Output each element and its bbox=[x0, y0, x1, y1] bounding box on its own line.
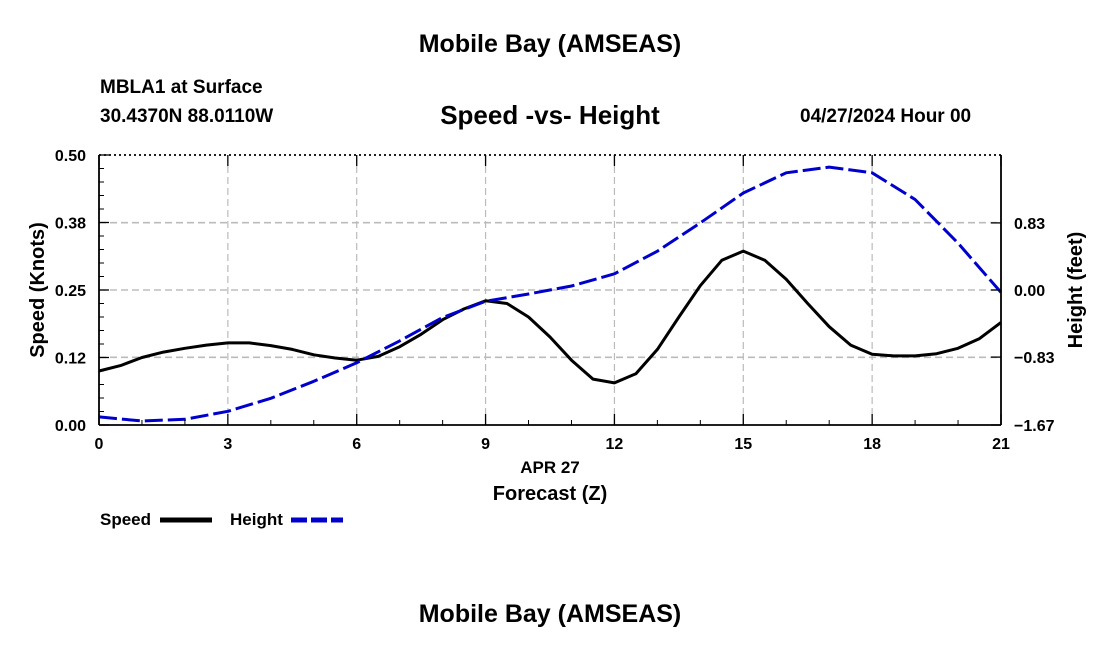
page-title: Mobile Bay (AMSEAS) bbox=[418, 30, 682, 58]
y2-tick-label-3: 0.83 bbox=[1014, 216, 1045, 233]
grid-layer bbox=[99, 155, 1001, 425]
axis-layer: 0 3 6 9 12 15 18 21 0.00 0.12 0.25 0.38 0.50 −1.67 −0.… bbox=[55, 148, 1055, 453]
series-layer bbox=[98, 165, 1003, 423]
y-tick-label-2: 0.25 bbox=[55, 283, 86, 300]
x-tick-label-0: 0 bbox=[95, 436, 104, 453]
x-axis-date-label: APR 27 bbox=[520, 458, 580, 477]
footer-title: Mobile Bay (AMSEAS) bbox=[418, 600, 682, 628]
y-tick-label-4: 0.50 bbox=[55, 148, 86, 165]
y-tick-label-1: 0.12 bbox=[55, 351, 86, 368]
legend: Speed Height bbox=[100, 510, 343, 529]
series-line-speed bbox=[98, 249, 1002, 385]
x-tick-label-21: 21 bbox=[992, 436, 1010, 453]
x-tick-label-3: 3 bbox=[223, 436, 232, 453]
x-tick-label-15: 15 bbox=[734, 436, 752, 453]
x-tick-label-6: 6 bbox=[352, 436, 361, 453]
y2-tick-label-1: −0.83 bbox=[1014, 350, 1055, 367]
x-tick-label-12: 12 bbox=[606, 436, 624, 453]
station-label: MBLA1 at Surface bbox=[100, 77, 263, 98]
legend-label-height: Height bbox=[230, 510, 283, 529]
y-tick-label-3: 0.38 bbox=[55, 216, 86, 233]
y2-tick-label-2: 0.00 bbox=[1014, 283, 1045, 300]
x-tick-label-18: 18 bbox=[863, 436, 881, 453]
y-axis-label: Speed (Knots) bbox=[27, 222, 49, 358]
series-line-height bbox=[98, 165, 1003, 423]
chart-title: Speed -vs- Height bbox=[440, 100, 660, 130]
coordinates-label: 30.4370N 88.0110W bbox=[100, 106, 274, 127]
y2-axis-label: Height (feet) bbox=[1065, 232, 1087, 349]
y-tick-label-0: 0.00 bbox=[55, 418, 86, 435]
label-layer: APR 27 Forecast (Z) Speed (Knots) Height… bbox=[27, 222, 1087, 505]
y2-tick-label-0: −1.67 bbox=[1014, 418, 1055, 435]
x-axis-label: Forecast (Z) bbox=[493, 483, 607, 505]
legend-label-speed: Speed bbox=[100, 510, 151, 529]
x-tick-label-9: 9 bbox=[481, 436, 490, 453]
forecast-datetime: 04/27/2024 Hour 00 bbox=[800, 106, 972, 127]
